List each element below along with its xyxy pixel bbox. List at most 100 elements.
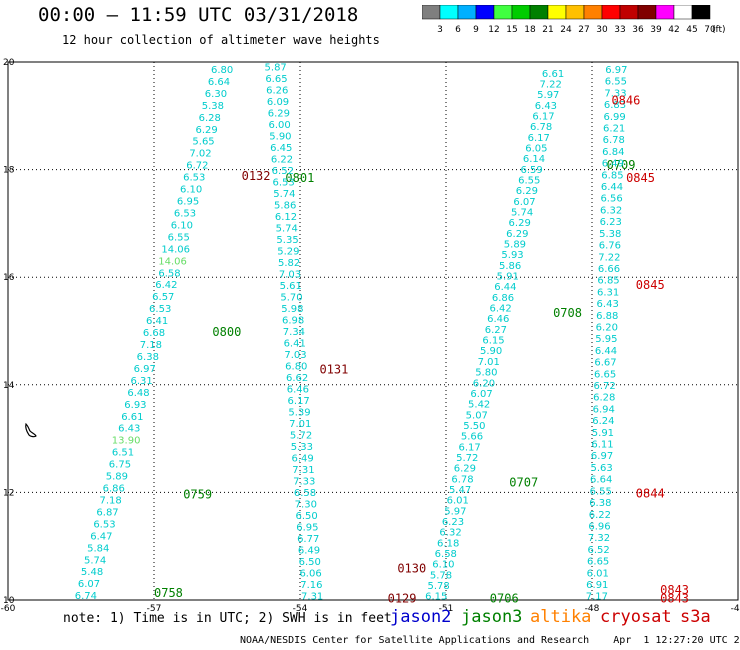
pass-time-label: 0843 (660, 583, 689, 597)
swh-value-label: 6.20 (473, 378, 495, 389)
legend-label: 15 (506, 25, 517, 35)
chart-title: 00:00 – 11:59 UTC 03/31/2018 (38, 4, 359, 26)
swh-value-label: 6.01 (587, 568, 609, 579)
swh-value-label: 5.50 (463, 421, 485, 432)
swh-value-label: 5.91 (592, 428, 614, 439)
swh-value-label: 5.29 (277, 246, 299, 257)
swh-value-label: 6.10 (432, 560, 454, 571)
swh-value-label: 6.21 (603, 124, 625, 135)
swh-value-label: 6.62 (286, 373, 308, 384)
swh-value-label: 6.17 (528, 133, 550, 144)
satellite-label-cryosat: cryosat (600, 607, 672, 627)
swh-value-label: 6.31 (597, 287, 619, 298)
swh-value-label: 6.30 (205, 89, 227, 100)
swh-value-label: 6.42 (155, 280, 177, 291)
swh-value-label: 6.44 (595, 346, 617, 357)
swh-value-label: 5.61 (280, 281, 302, 292)
swh-value-label: 6.56 (600, 194, 622, 205)
swh-value-label: 6.86 (492, 293, 514, 304)
swh-value-label: 7.33 (293, 477, 315, 488)
x-tick-label: -60 (1, 604, 16, 612)
legend-label: 18 (524, 25, 536, 35)
swh-value-label: 5.95 (595, 334, 617, 345)
pass-time-label: 0845 (636, 278, 665, 292)
swh-value-label: 6.65 (587, 557, 609, 568)
swh-value-label: 6.72 (594, 381, 616, 392)
swh-value-label: 6.42 (489, 304, 511, 315)
swh-value-label: 7.03 (279, 269, 301, 280)
x-tick-label: -54 (293, 604, 308, 612)
swh-value-label: 6.80 (211, 65, 233, 76)
x-tick-label: -48 (585, 604, 600, 612)
x-tick-label: -57 (147, 604, 162, 612)
swh-value-label: 6.83 (604, 100, 626, 111)
legend-label: 12 (488, 25, 499, 35)
swh-value-label: 7.01 (478, 357, 500, 368)
swh-value-label: 7.30 (295, 500, 317, 511)
swh-value-label: 6.58 (435, 549, 457, 560)
swh-value-label: 5.38 (202, 101, 224, 112)
swh-value-label: 5.97 (537, 90, 559, 101)
swh-value-label: 5.42 (468, 400, 490, 411)
pass-time-label: 0801 (285, 171, 314, 185)
swh-value-label: 5.80 (475, 368, 497, 379)
pass-time-label: 0129 (388, 591, 417, 605)
legend-label: 70 (704, 25, 716, 35)
swh-value-label: 7.18 (140, 340, 162, 351)
swh-value-label: 6.41 (284, 339, 306, 350)
swh-value-label: 6.55 (168, 232, 190, 243)
swh-value-label: 6.67 (594, 358, 616, 369)
swh-value-label: 6.29 (196, 125, 218, 136)
swh-value-label: 6.44 (494, 282, 516, 293)
pass-time-label: 0131 (319, 363, 348, 377)
swh-value-label: 5.87 (265, 62, 287, 73)
swh-value-label: 6.55 (518, 175, 540, 186)
swh-value-label: 7.33 (604, 88, 626, 99)
y-tick-label: 16 (3, 273, 15, 283)
swh-value-label: 6.78 (451, 474, 473, 485)
swh-value-label: 6.57 (152, 292, 174, 303)
swh-value-label: 6.64 (590, 475, 612, 486)
legend-label: 6 (455, 25, 461, 35)
legend-unit: (ft) (712, 25, 726, 35)
legend-label: 24 (560, 25, 572, 35)
legend-label: 33 (614, 25, 625, 35)
swh-value-label: 6.17 (459, 442, 481, 453)
legend-label: 36 (632, 25, 644, 35)
swh-value-label: 6.41 (146, 316, 168, 327)
pass-time-label: 0707 (509, 476, 538, 490)
swh-value-label: 5.98 (281, 304, 303, 315)
y-tick-label: 10 (3, 596, 15, 606)
pointer-cursor-icon (25, 422, 37, 438)
swh-value-label: 6.55 (605, 77, 627, 88)
swh-value-label: 5.33 (291, 442, 313, 453)
swh-value-label: 5.82 (278, 258, 300, 269)
swh-value-label: 7.32 (588, 533, 610, 544)
pass-time-label: 0800 (212, 325, 241, 339)
swh-value-label: 6.52 (587, 545, 609, 556)
wave-height-plot: -60-57-54-51-48-451012141618206.746.075.… (1, 58, 740, 612)
swh-value-label: 6.15 (425, 592, 447, 603)
swh-value-label: 6.22 (589, 510, 611, 521)
swh-value-label: 6.01 (447, 496, 469, 507)
satellite-label-s3a: s3a (680, 607, 711, 627)
pass-time-label: 0845 (626, 171, 655, 185)
swh-value-label: 5.39 (288, 408, 310, 419)
swh-value-label: 6.27 (485, 325, 507, 336)
swh-value-label: 5.72 (290, 431, 312, 442)
swh-value-label: 6.06 (299, 569, 321, 580)
swh-value-label: 6.44 (601, 182, 623, 193)
swh-value-label: 7.34 (283, 327, 305, 338)
swh-value-label: 6.96 (588, 521, 610, 532)
swh-value-label: 6.86 (103, 484, 125, 495)
swh-value-label: 5.66 (461, 432, 483, 443)
swh-value-label: 5.90 (480, 346, 502, 357)
swh-value-label: 5.89 (504, 240, 526, 251)
swh-value-label: 6.11 (591, 440, 613, 451)
swh-value-label: 6.97 (605, 65, 627, 76)
pass-time-label: 0130 (397, 562, 426, 576)
y-tick-label: 20 (3, 58, 15, 68)
swh-value-label: 6.00 (269, 120, 291, 131)
swh-value-label: 5.90 (269, 131, 291, 142)
swh-value-label: 6.20 (596, 322, 618, 333)
